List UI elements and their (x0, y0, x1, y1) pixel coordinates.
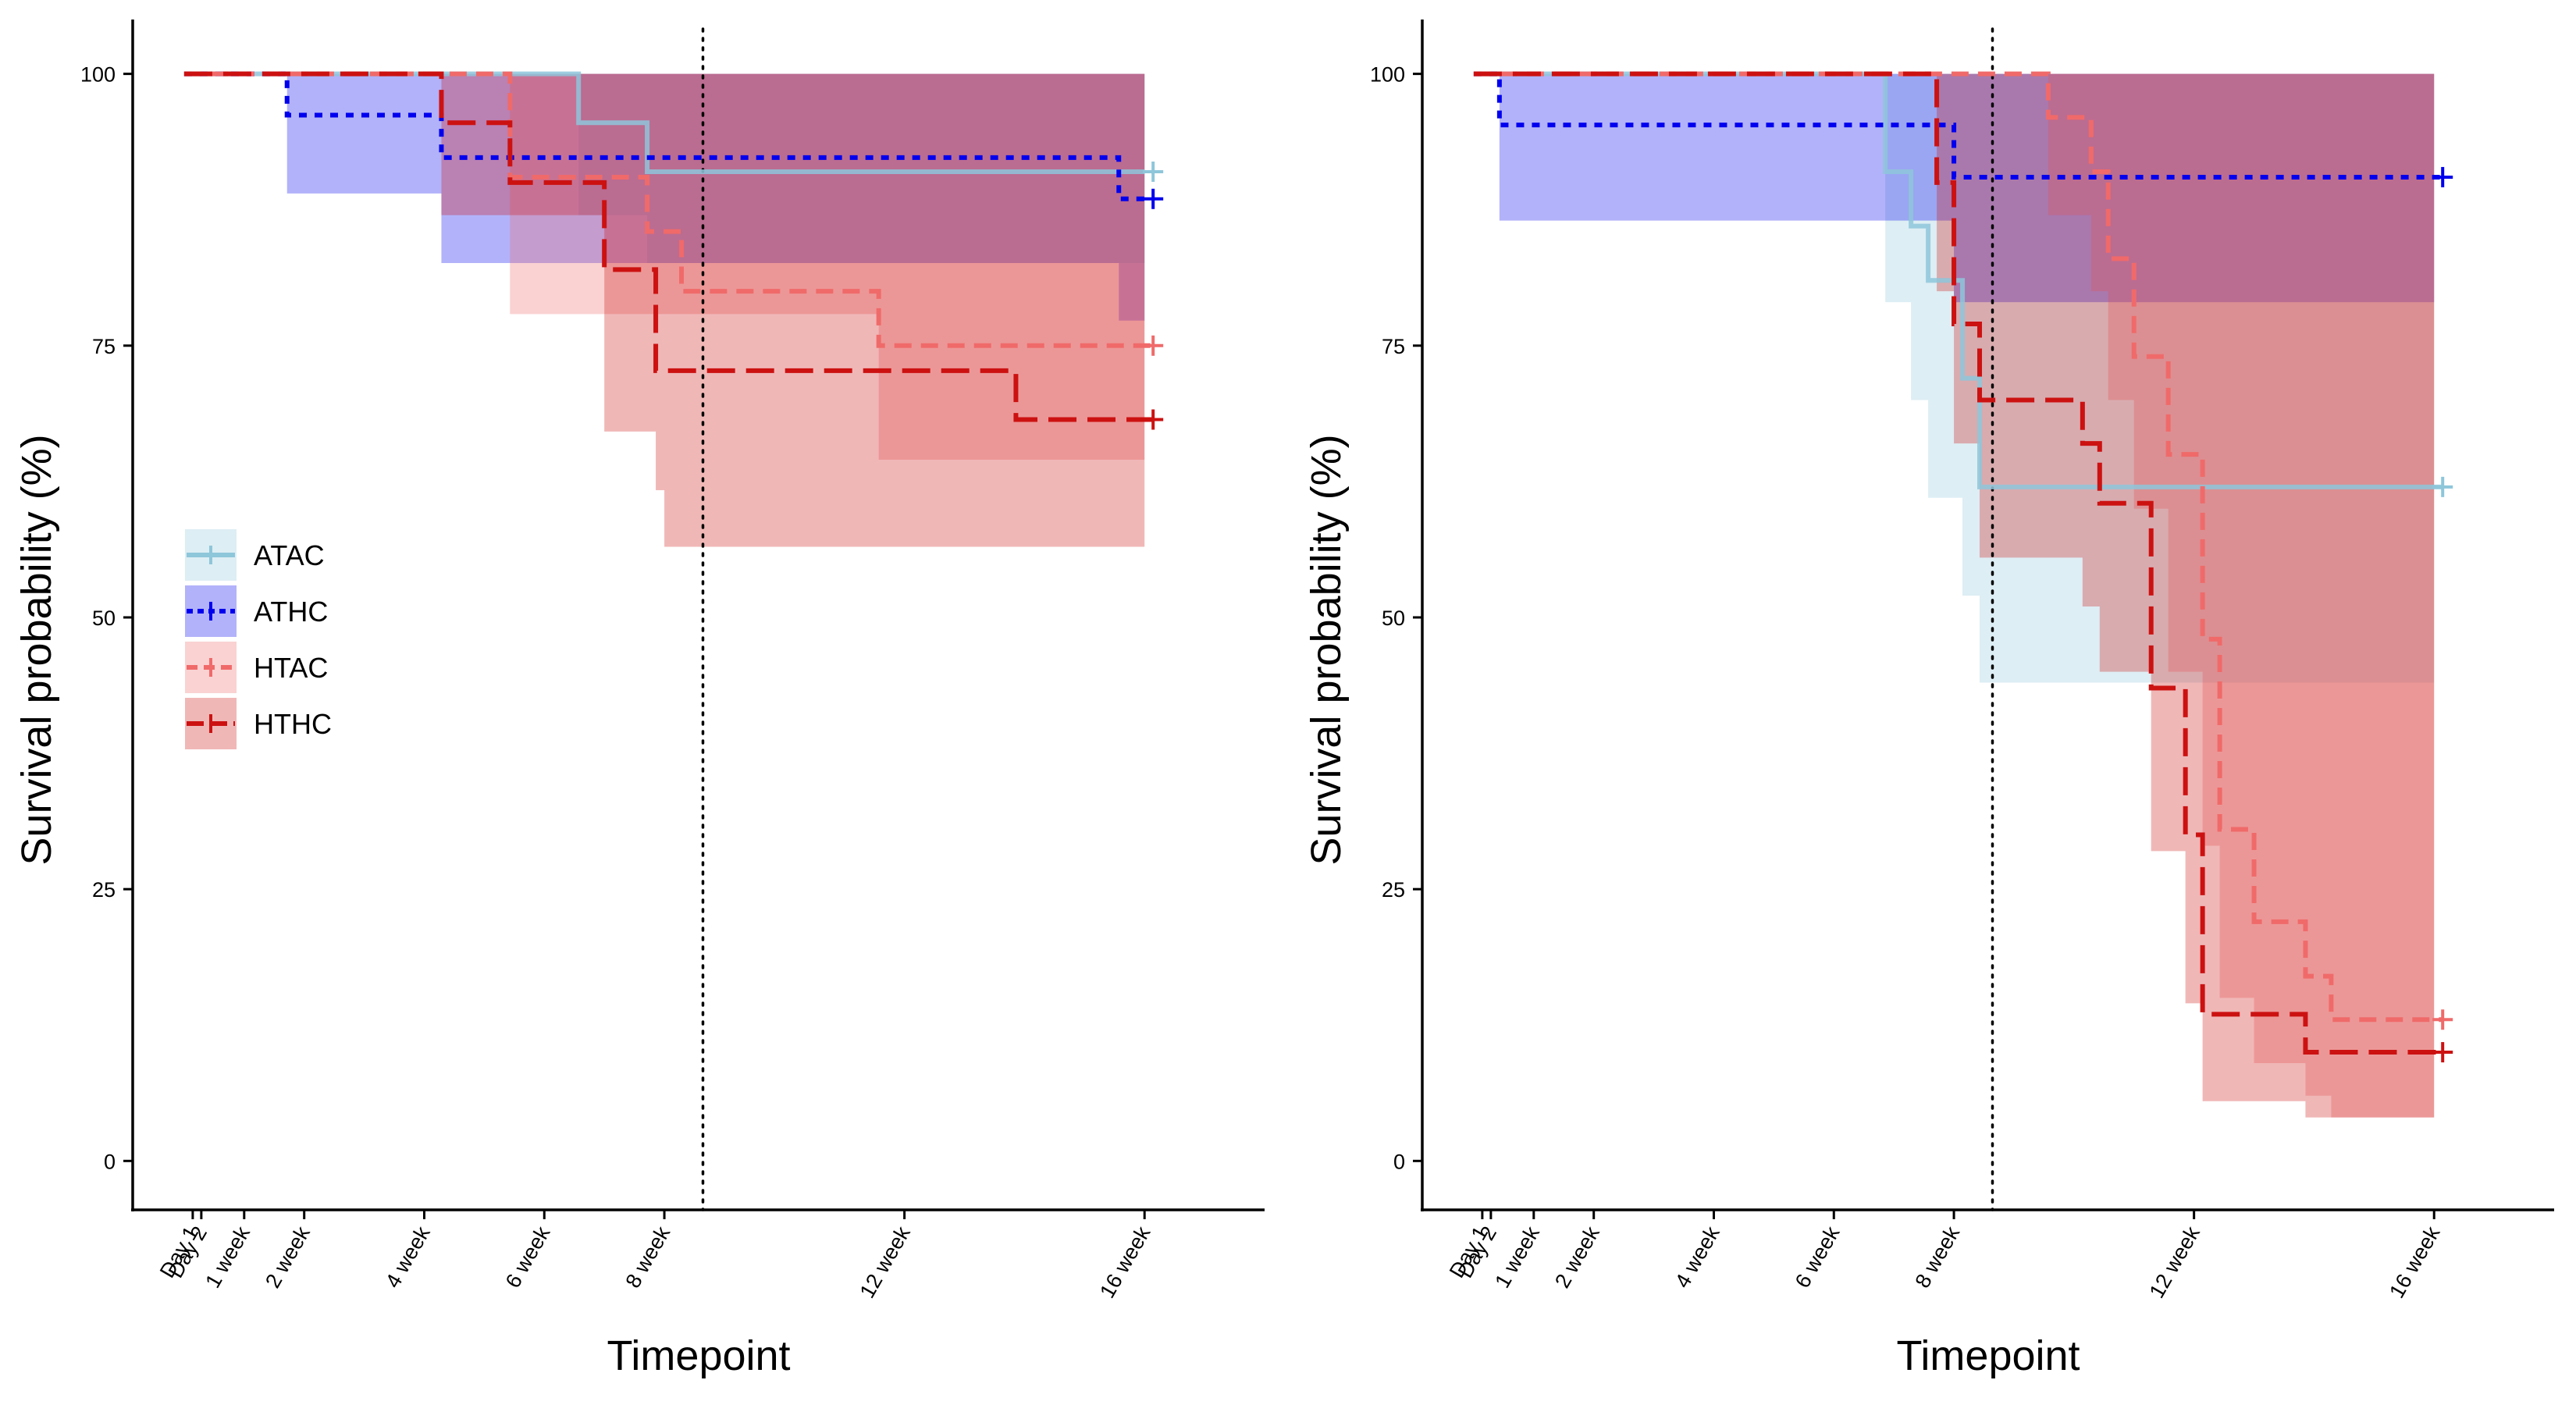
x-tick-label: 2 week (261, 1222, 315, 1293)
ci-band-athc (183, 73, 1145, 321)
y-tick-label: 75 (92, 335, 116, 358)
censor-mark-athc (1143, 188, 1164, 209)
censor-mark-atac (2432, 476, 2453, 497)
ci-band-hthc (183, 73, 1145, 547)
legend-label: HTHC (254, 708, 332, 740)
x-tick-label: 4 week (381, 1222, 435, 1293)
x-tick-label: 12 week (856, 1222, 916, 1303)
y-tick-label: 25 (1382, 878, 1405, 902)
ci-band-hthc (1473, 73, 2435, 1118)
legend-label: HTAC (254, 652, 328, 684)
y-tick-label: 50 (1382, 606, 1405, 630)
x-tick-label: 16 week (2385, 1222, 2445, 1303)
y-tick-label: 75 (1382, 335, 1405, 358)
legend-label: ATHC (254, 596, 328, 628)
y-tick-label: 0 (104, 1150, 116, 1173)
legend: ATAC ATHC HTAC HTHC (185, 529, 332, 749)
y-tick-label: 100 (80, 63, 116, 87)
x-tick-label: 16 week (1095, 1222, 1155, 1303)
x-tick-label: 6 week (1791, 1222, 1845, 1293)
y-tick-label: 100 (1370, 63, 1405, 87)
x-tick-label: 8 week (1910, 1222, 1964, 1293)
censor-mark-htac (1143, 335, 1164, 356)
x-tick-label: 6 week (501, 1222, 555, 1293)
y-tick-label: 0 (1393, 1150, 1405, 1173)
y-axis-title: Survival probability (%) (1303, 434, 1350, 865)
y-tick-label: 25 (92, 878, 116, 902)
survival-curve-hthc (1473, 71, 2443, 1055)
legend-label: ATAC (254, 539, 325, 571)
survival-curve-atac (183, 71, 1145, 174)
legend-item-hthc: HTHC (185, 698, 332, 749)
x-tick-label: 8 week (621, 1222, 674, 1293)
legend-item-athc: ATHC (185, 585, 328, 637)
censor-mark-hthc (1143, 409, 1164, 430)
legend-item-atac: ATAC (185, 529, 325, 581)
survival-curve-hthc (183, 71, 1154, 422)
ci-band-atac (183, 73, 1145, 263)
y-axis-title: Survival probability (%) (13, 434, 60, 865)
ci-band-atac (1473, 73, 2435, 683)
censor-mark-atac (1143, 161, 1164, 182)
censor-mark-htac (2432, 1009, 2453, 1030)
censor-mark-athc (2432, 166, 2453, 187)
survival-curve-atac (1473, 71, 2443, 489)
survival-curve-htac (1473, 71, 2443, 1023)
y-tick-label: 50 (92, 606, 116, 630)
x-tick-label: 4 week (1670, 1222, 1724, 1293)
legend-item-htac: HTAC (185, 642, 328, 693)
survival-curve-htac (183, 71, 1154, 348)
x-axis-title: Timepoint (1896, 1332, 2080, 1379)
x-tick-label: 12 week (2145, 1222, 2205, 1303)
ci-band-htac (1473, 73, 2435, 1118)
x-tick-label: 2 week (1550, 1222, 1604, 1293)
censor-mark-hthc (2432, 1042, 2453, 1063)
x-axis-title: Timepoint (607, 1332, 790, 1379)
